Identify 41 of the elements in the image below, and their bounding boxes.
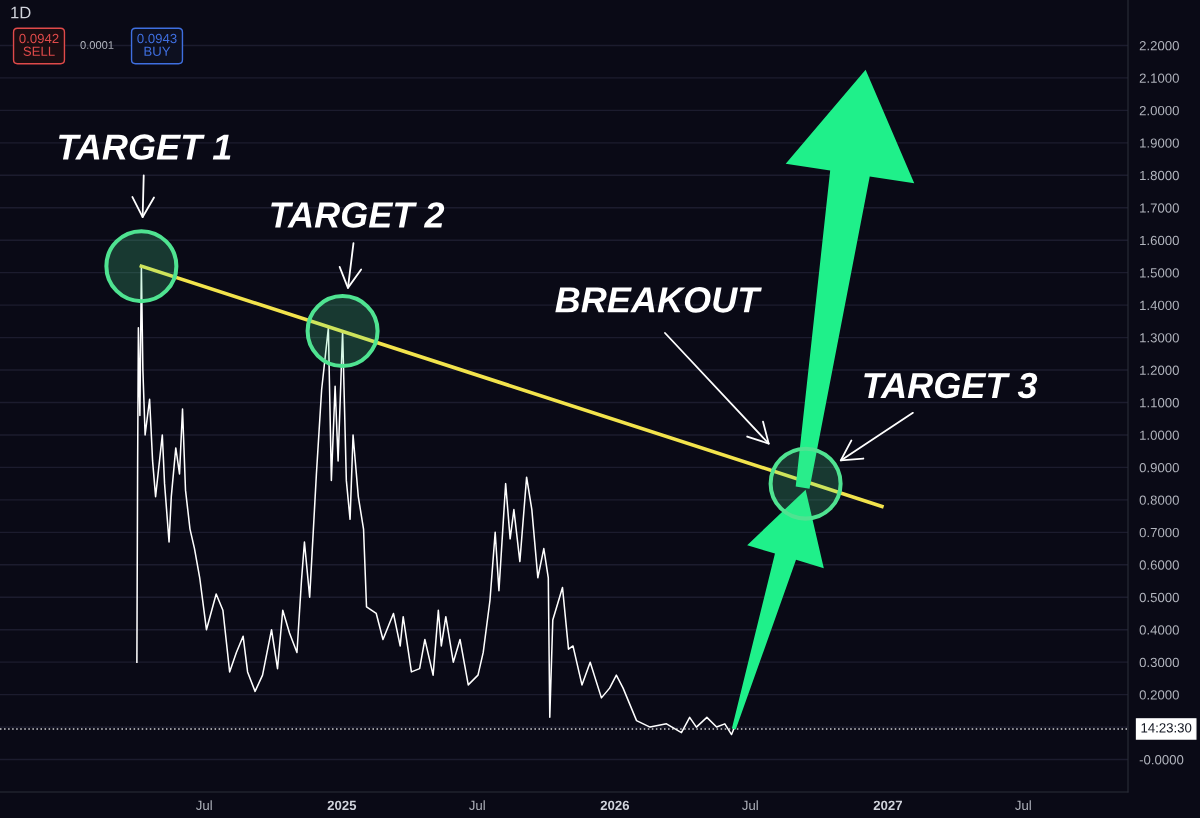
annotation: 0.0943 BUY — [137, 33, 177, 56]
point — [768, 446, 843, 521]
y-tick-label: 0.9000 — [1139, 462, 1179, 473]
annotation: BREAKOUT — [555, 287, 762, 313]
y-tick-label: 0.6000 — [1139, 560, 1179, 570]
x-tick-label: 2025 — [327, 800, 357, 811]
y-tick-label: 0.7000 — [1139, 527, 1179, 538]
y-tick-label: 1.3000 — [1140, 333, 1179, 343]
annotation: TARGET 3 — [864, 372, 1038, 399]
y-tick-label: 0.8000 — [1139, 495, 1179, 505]
y-tick-label: 0.4000 — [1139, 625, 1179, 635]
annotation: 0.0942 SELL — [19, 33, 59, 56]
x-tick-label: 2026 — [600, 800, 630, 811]
annotation: TARGET 2 — [271, 202, 445, 228]
y-tick-label: -0.0000 — [1139, 755, 1184, 765]
y-tick-label: 1.8000 — [1140, 170, 1179, 181]
x-tick-label: Jul — [742, 800, 758, 811]
x-tick-label: Jul — [195, 800, 212, 811]
annotation: 0.0001 — [80, 41, 114, 49]
y-tick-label: 2.2000 — [1139, 41, 1179, 51]
y-tick-label: 1.4000 — [1140, 300, 1179, 311]
y-tick-label: 0.2000 — [1139, 690, 1179, 700]
point — [104, 229, 179, 304]
chart-title: 1D — [11, 6, 31, 19]
point — [305, 294, 380, 369]
y-tick-label: 1.1000 — [1140, 398, 1179, 408]
y-tick-label: 1.0000 — [1140, 430, 1179, 440]
y-tick-label: 0.5000 — [1139, 592, 1179, 603]
y-tick-label: 1.5000 — [1140, 268, 1179, 278]
text: 14:23:30 — [1141, 723, 1192, 733]
y-tick-label: 1.6000 — [1140, 235, 1179, 246]
y-tick-label: 1.9000 — [1140, 138, 1179, 148]
annotation: TARGET 1 — [58, 134, 231, 160]
x-tick-label: Jul — [469, 800, 485, 811]
y-tick-label: 2.1000 — [1139, 73, 1179, 83]
x-tick-label: 2027 — [873, 800, 902, 811]
y-tick-label: 0.3000 — [1139, 657, 1179, 668]
y-tick-label: 1.2000 — [1140, 365, 1179, 375]
x-tick-label: Jul — [1015, 800, 1031, 811]
y-tick-label: 2.0000 — [1139, 105, 1179, 116]
y-tick-label: 1.7000 — [1140, 203, 1179, 213]
